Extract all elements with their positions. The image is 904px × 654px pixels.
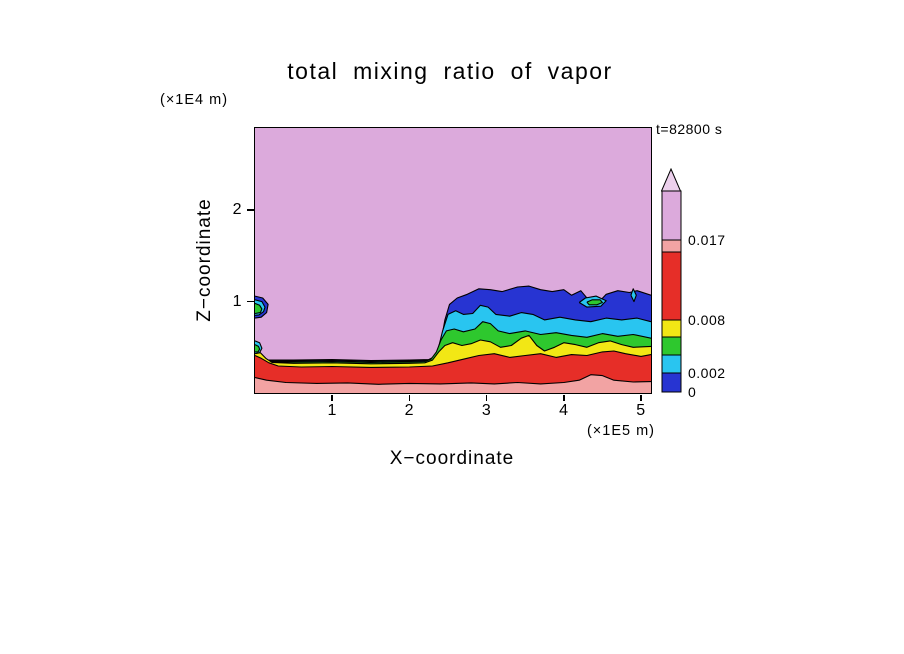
z-axis-unit: (×1E4 m) <box>160 92 229 108</box>
colorbar <box>661 168 682 393</box>
colorbar-segment-salmon <box>661 239 682 253</box>
contour-line-streak-cyan <box>630 288 637 303</box>
x-tick-label: 2 <box>404 402 415 419</box>
contour-line-left-curl-cyan <box>255 340 263 355</box>
contour-line-left-blob-blue <box>255 295 269 319</box>
colorbar-label: 0.008 <box>688 312 726 328</box>
y-tick-label: 2 <box>232 201 242 219</box>
y-tick-mark <box>247 209 254 211</box>
colorbar-label: 0.002 <box>688 365 726 381</box>
contour-plot <box>255 128 651 393</box>
contour-line-band-yellow <box>255 334 651 365</box>
y-tick-mark <box>247 300 254 303</box>
x-axis-unit: (×1E5 m) <box>586 423 655 439</box>
contour-region-inclusion-green <box>586 299 603 305</box>
x-tick-label: 4 <box>559 402 569 419</box>
plot-frame <box>253 126 652 394</box>
contour-line-band-cyan <box>255 304 651 363</box>
x-tick-mark <box>408 394 411 401</box>
colorbar-segment-cyan <box>661 354 682 374</box>
contour-line-band-green <box>255 321 651 363</box>
colorbar-segment-red <box>661 251 682 321</box>
colorbar-segment-blue <box>661 372 682 393</box>
x-tick-label: 1 <box>327 402 337 419</box>
contour-region-band-red <box>255 351 651 393</box>
contour-line-left-curl-green <box>255 344 261 353</box>
x-axis-label: X−coordinate <box>389 448 515 469</box>
colorbar-segment-green <box>661 336 682 356</box>
chart-title: total mixing ratio of vapor <box>287 58 613 84</box>
colorbar-segment-yellow <box>661 319 682 338</box>
contour-line-left-blob-cyan <box>255 299 266 316</box>
x-tick-label: 3 <box>481 402 492 419</box>
contour-line-inclusion-green <box>586 299 603 306</box>
contour-line-inclusion-cyan <box>578 295 607 308</box>
x-tick-mark <box>640 394 642 401</box>
contour-region-left-blob-green <box>255 303 262 314</box>
x-tick-mark <box>563 394 565 401</box>
x-tick-mark <box>485 394 488 401</box>
contour-line-left-blob-green <box>255 302 263 315</box>
y-tick-label: 1 <box>232 292 242 310</box>
time-annotation: t=82800 s <box>656 121 723 137</box>
colorbar-label: 0.017 <box>688 232 726 248</box>
contour-line-band-salmon <box>255 374 651 385</box>
z-axis-label: Z−coordinate <box>194 198 215 322</box>
x-tick-mark <box>331 394 333 401</box>
contour-line-band-red <box>255 350 651 368</box>
x-tick-label: 5 <box>636 402 646 419</box>
colorbar-arrow-icon <box>661 168 682 192</box>
colorbar-label: 0 <box>688 384 697 400</box>
colorbar-segment-plum <box>661 190 682 241</box>
